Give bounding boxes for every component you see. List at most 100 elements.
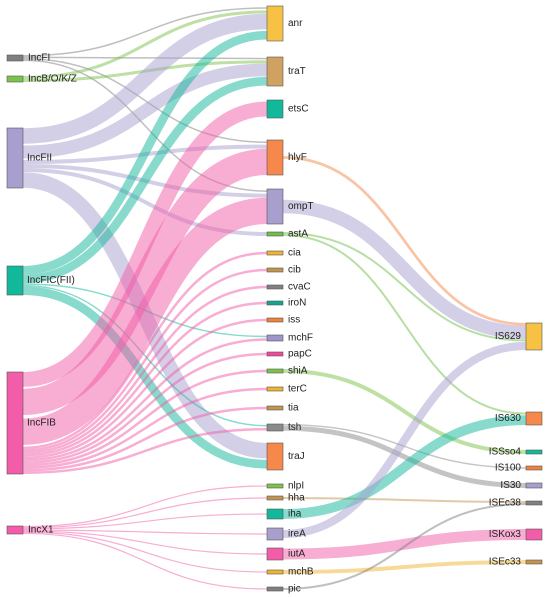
node-iutA[interactable] xyxy=(266,547,284,561)
link-IncFI-traT xyxy=(22,56,268,60)
link-IncX1-hha xyxy=(22,497,268,529)
link-IncFICFII-traT xyxy=(22,76,268,284)
link-tsh-IS30 xyxy=(282,425,527,488)
node-traT[interactable] xyxy=(266,56,284,87)
node-label-pic: pic xyxy=(288,584,301,595)
node-mchF[interactable] xyxy=(266,334,284,342)
link-IncFIB-iss xyxy=(22,318,268,460)
node-iha[interactable] xyxy=(266,508,284,520)
node-IncX1[interactable] xyxy=(6,525,24,535)
node-label-IS100: IS100 xyxy=(495,463,522,474)
node-ompT[interactable] xyxy=(266,188,284,225)
node-label-IncX1: IncX1 xyxy=(28,525,54,536)
node-anr[interactable] xyxy=(266,5,284,42)
node-label-iroN: iroN xyxy=(288,298,306,309)
node-label-traT: traT xyxy=(288,66,306,77)
node-label-iutA: iutA xyxy=(288,549,306,560)
link-IncFIB-terC xyxy=(22,387,268,470)
node-terC[interactable] xyxy=(266,386,284,392)
node-IS30[interactable] xyxy=(525,482,543,489)
node-label-ireA: ireA xyxy=(288,529,306,540)
link-IncFIB-mchF xyxy=(22,338,268,462)
node-label-ISSso4: ISSso4 xyxy=(489,447,522,458)
node-label-anr: anr xyxy=(288,18,303,29)
link-IncFIB-etsC xyxy=(22,101,268,387)
node-cvaC[interactable] xyxy=(266,284,284,290)
node-label-IS30: IS30 xyxy=(500,480,521,491)
node-mchB[interactable] xyxy=(266,569,284,575)
link-IncX1-nlpI xyxy=(22,485,268,528)
sankey-links xyxy=(22,7,527,590)
node-label-IncFIB: IncFIB xyxy=(27,418,56,429)
node-label-IncFII: IncFII xyxy=(27,153,52,164)
node-traJ[interactable] xyxy=(266,442,284,471)
node-papC[interactable] xyxy=(266,351,284,357)
link-IncFIB-iroN xyxy=(22,301,268,457)
node-IS629[interactable] xyxy=(525,322,543,351)
node-ireA[interactable] xyxy=(266,527,284,541)
link-astA-IS629 xyxy=(282,232,527,342)
node-iss[interactable] xyxy=(266,317,284,323)
node-label-tia: tia xyxy=(288,403,299,414)
node-IncBOKZ[interactable] xyxy=(6,75,24,83)
link-IncFI-anr xyxy=(22,7,268,57)
node-cib[interactable] xyxy=(266,267,284,273)
node-etsC[interactable] xyxy=(266,99,284,119)
node-IS100[interactable] xyxy=(525,465,543,471)
link-ireA-IS629 xyxy=(282,341,527,539)
node-ISKox3[interactable] xyxy=(525,528,543,541)
link-IncFI-hlyF xyxy=(22,58,268,143)
node-label-ISKox3: ISKox3 xyxy=(489,529,522,540)
node-cia[interactable] xyxy=(266,250,284,256)
node-label-IS629: IS629 xyxy=(495,331,522,342)
node-tsh[interactable] xyxy=(266,423,284,432)
node-ISEc33[interactable] xyxy=(525,559,543,565)
node-pic[interactable] xyxy=(266,586,284,592)
node-ISSso4[interactable] xyxy=(525,449,543,455)
node-shiA[interactable] xyxy=(266,368,284,374)
node-ISEc38[interactable] xyxy=(525,500,543,506)
link-shiA-ISSso4 xyxy=(282,369,527,454)
sankey-labels: IncFI IncB/O/K/Z IncFII IncFIC(FII) IncFIB In… xyxy=(27,18,521,595)
link-hha-ISEc38 xyxy=(282,497,527,503)
link-IncFIB-cvaC xyxy=(22,285,268,455)
node-IncFICFII[interactable] xyxy=(6,265,24,296)
node-label-etsC: etsC xyxy=(288,104,309,115)
node-tia[interactable] xyxy=(266,405,284,411)
node-iroN[interactable] xyxy=(266,300,284,306)
link-IncX1-ireA xyxy=(22,529,268,535)
node-label-iss: iss xyxy=(288,315,300,326)
node-label-ISEc38: ISEc38 xyxy=(489,498,522,509)
node-nlpI[interactable] xyxy=(266,483,284,489)
link-IncFICFII-tsh xyxy=(22,284,268,427)
node-hlyF[interactable] xyxy=(266,139,284,176)
node-IS630[interactable] xyxy=(525,411,543,426)
node-label-hha: hha xyxy=(288,493,305,504)
node-label-IS630: IS630 xyxy=(495,413,522,424)
node-label-iha: iha xyxy=(288,509,302,520)
link-pic-ISEc38 xyxy=(282,503,527,590)
node-label-cia: cia xyxy=(288,248,301,259)
node-label-IncFI: IncFI xyxy=(28,53,50,64)
link-astA-IS630 xyxy=(282,234,527,415)
node-label-ompT: ompT xyxy=(288,201,314,212)
node-label-astA: astA xyxy=(288,229,308,240)
link-IncFIB-ompT xyxy=(22,197,268,445)
node-hha[interactable] xyxy=(266,495,284,501)
link-IncFII-traT xyxy=(22,63,268,159)
link-iutA-ISKox3 xyxy=(282,529,527,560)
node-label-shiA: shiA xyxy=(288,366,308,377)
node-IncFII[interactable] xyxy=(6,127,24,189)
node-label-terC: terC xyxy=(288,384,307,395)
node-label-cvaC: cvaC xyxy=(288,282,311,293)
link-IncFIB-shiA xyxy=(22,369,268,467)
node-IncFI[interactable] xyxy=(6,54,24,62)
node-label-mchF: mchF xyxy=(288,333,313,344)
link-IncFIB-tia xyxy=(22,406,268,472)
node-IncFIB[interactable] xyxy=(6,371,24,475)
node-label-IncBOKZ: IncB/O/K/Z xyxy=(28,74,77,85)
link-IncBOKZ-anr xyxy=(22,10,268,79)
link-IncX1-mchB xyxy=(22,531,268,573)
node-astA[interactable] xyxy=(266,231,284,237)
